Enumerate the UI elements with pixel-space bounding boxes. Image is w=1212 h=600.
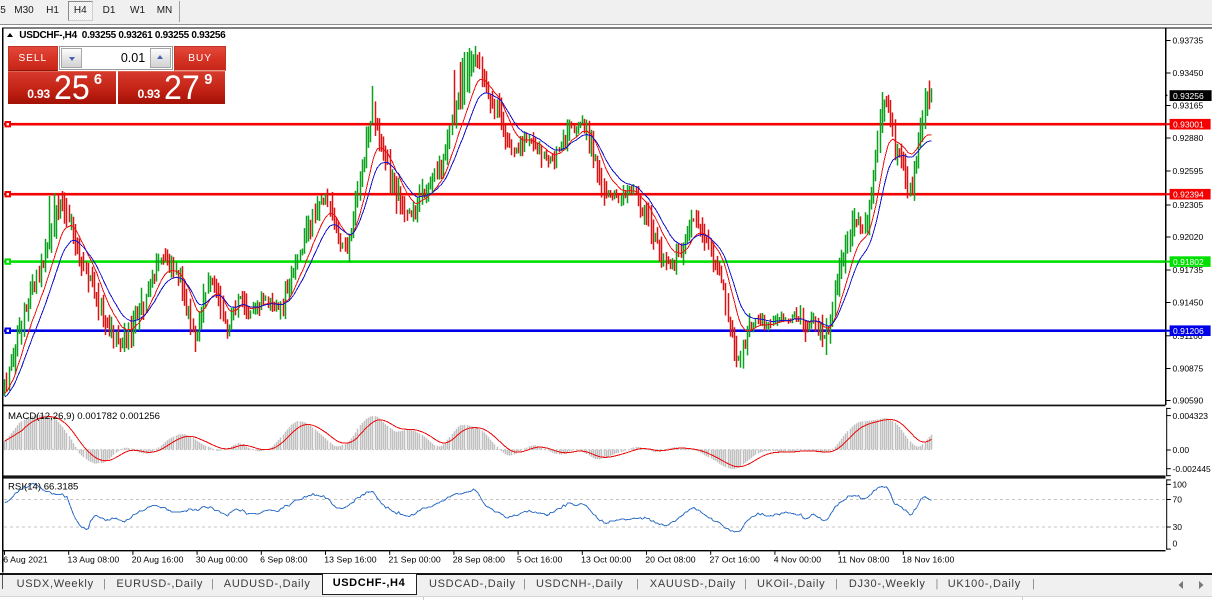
svg-text:13 Aug 08:00: 13 Aug 08:00: [68, 554, 120, 564]
svg-text:0.92595: 0.92595: [1173, 166, 1204, 176]
svg-text:0.93450: 0.93450: [1173, 68, 1204, 78]
svg-text:5 Oct 16:00: 5 Oct 16:00: [517, 554, 563, 564]
svg-text:0.92394: 0.92394: [1173, 190, 1204, 200]
svg-text:0.93735: 0.93735: [1173, 36, 1204, 46]
svg-text:0.92020: 0.92020: [1173, 232, 1204, 242]
svg-text:0.00: 0.00: [1173, 445, 1190, 455]
svg-text:21 Sep 00:00: 21 Sep 00:00: [389, 554, 441, 564]
svg-text:MACD(12,26,9) 0.001782 0.00125: MACD(12,26,9) 0.001782 0.001256: [8, 411, 160, 422]
svg-text:-0.002445: -0.002445: [1173, 464, 1212, 474]
svg-text:0.93165: 0.93165: [1173, 101, 1204, 111]
svg-text:100: 100: [1173, 480, 1187, 490]
svg-text:0.91735: 0.91735: [1173, 265, 1204, 275]
svg-text:6 Sep 08:00: 6 Sep 08:00: [260, 554, 308, 564]
svg-text:30: 30: [1173, 522, 1183, 532]
svg-text:70: 70: [1173, 495, 1183, 505]
svg-text:27 Oct 16:00: 27 Oct 16:00: [710, 554, 760, 564]
svg-text:0.004323: 0.004323: [1173, 411, 1209, 421]
svg-text:0.90590: 0.90590: [1173, 396, 1204, 406]
svg-text:0.90875: 0.90875: [1173, 364, 1204, 374]
svg-text:13 Sep 16:00: 13 Sep 16:00: [324, 554, 376, 564]
svg-text:0.93256: 0.93256: [1173, 91, 1204, 101]
svg-text:RSI(14) 66.3185: RSI(14) 66.3185: [8, 481, 78, 492]
svg-text:6 Aug 2021: 6 Aug 2021: [3, 554, 48, 564]
svg-text:0: 0: [1173, 539, 1178, 549]
svg-text:18 Nov 16:00: 18 Nov 16:00: [902, 554, 954, 564]
svg-text:0.91802: 0.91802: [1173, 257, 1204, 267]
svg-text:28 Sep 08:00: 28 Sep 08:00: [453, 554, 505, 564]
svg-text:0.92305: 0.92305: [1173, 200, 1204, 210]
svg-text:4 Nov 00:00: 4 Nov 00:00: [774, 554, 822, 564]
svg-text:20 Oct 08:00: 20 Oct 08:00: [645, 554, 695, 564]
svg-text:11 Nov 08:00: 11 Nov 08:00: [838, 554, 890, 564]
svg-text:20 Aug 16:00: 20 Aug 16:00: [132, 554, 184, 564]
svg-text:0.91450: 0.91450: [1173, 298, 1204, 308]
svg-text:30 Aug 00:00: 30 Aug 00:00: [196, 554, 248, 564]
svg-text:0.93001: 0.93001: [1173, 120, 1204, 130]
svg-text:13 Oct 00:00: 13 Oct 00:00: [581, 554, 631, 564]
svg-text:0.91206: 0.91206: [1173, 326, 1204, 336]
svg-text:0.92880: 0.92880: [1173, 133, 1204, 143]
